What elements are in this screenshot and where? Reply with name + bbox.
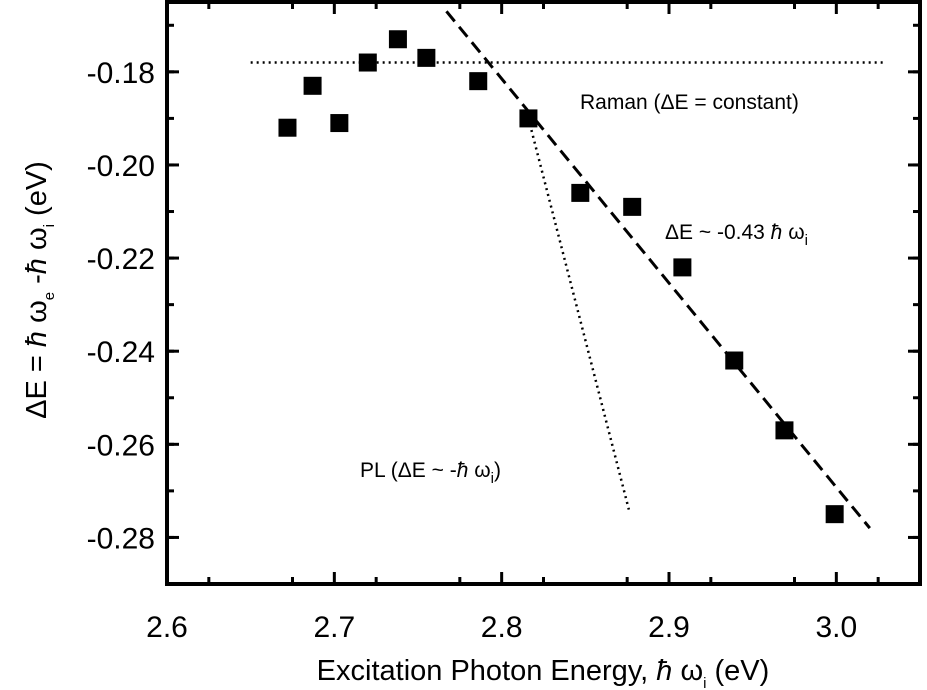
y-axis-title-subscript-2: i: [41, 224, 58, 227]
pl-annotation-hbar: ħ: [457, 459, 469, 482]
data-point: [571, 183, 590, 202]
y-axis-title-omega-1: ω: [21, 300, 53, 331]
x-axis-title-omega: ω: [672, 655, 703, 687]
y-tick-labels: -0.18 -0.20 -0.22 -0.24 -0.26 -0.28: [87, 57, 155, 556]
y-tick-label: -0.20: [87, 150, 155, 183]
data-point: [825, 505, 844, 524]
dotted-reference-line-3: [527, 118, 631, 510]
data-point: [469, 72, 488, 91]
pl-annotation: PL (ΔE ~ -ħ ωi): [360, 459, 501, 487]
y-axis-title-delta: ΔE =: [21, 347, 53, 419]
y-tick-label: -0.22: [87, 243, 155, 276]
y-tick-label: -0.28: [87, 522, 155, 555]
x-axis-title: Excitation Photon Energy, ħ ωi (eV): [317, 655, 770, 690]
pl-annotation-subscript: i: [491, 470, 494, 487]
y-axis-title-minus: -: [21, 274, 53, 292]
x-tick-labels: 2.6 2.7 2.8 2.9 3.0: [146, 611, 857, 644]
pl-annotation-prefix: PL (ΔE ~ -: [360, 459, 457, 482]
y-tick-label: -0.24: [87, 336, 155, 369]
data-points-layer: [278, 30, 844, 524]
data-point: [330, 114, 349, 133]
x-tick-label: 2.8: [481, 611, 523, 644]
y-axis-title-hbar-1: ħ: [21, 331, 53, 347]
y-tick-label: -0.26: [87, 429, 155, 462]
x-axis-title-subscript: i: [703, 675, 706, 690]
data-point: [278, 118, 297, 137]
x-tick-label: 2.9: [648, 611, 690, 644]
data-point: [725, 351, 744, 370]
pl-annotation-suffix: ): [494, 459, 501, 482]
x-tick-label: 2.7: [313, 611, 355, 644]
pl-annotation-omega: ω: [468, 459, 490, 482]
data-point: [417, 48, 436, 67]
data-point: [519, 109, 538, 128]
x-tick-label: 2.6: [146, 611, 188, 644]
slope-annotation-prefix: ΔE ~ -0.43: [665, 221, 771, 244]
slope-annotation: ΔE ~ -0.43 ħ ωi: [665, 221, 808, 249]
data-point: [358, 53, 377, 72]
y-tick-label: -0.18: [87, 57, 155, 90]
x-axis-title-unit: (eV): [706, 655, 769, 687]
slope-annotation-subscript: i: [805, 232, 808, 249]
ticks-layer: [165, 2, 920, 584]
data-point: [303, 76, 322, 95]
data-point: [623, 197, 642, 216]
x-tick-label: 3.0: [815, 611, 857, 644]
y-axis-title-hbar-2: ħ: [21, 258, 53, 274]
y-axis-title-unit: (eV): [21, 161, 53, 224]
plot-frame: [165, 0, 922, 586]
y-axis-title: ΔE = ħ ωe -ħ ωi (eV): [21, 161, 58, 419]
y-axis-title-subscript-1: e: [41, 292, 58, 300]
slope-annotation-hbar: ħ: [771, 221, 783, 244]
y-axis-title-omega-2: ω: [21, 227, 53, 258]
x-axis-title-hbar: ħ: [656, 655, 672, 687]
data-point: [388, 30, 407, 49]
x-axis-title-main: Excitation Photon Energy,: [317, 655, 657, 687]
slope-annotation-omega: ω: [782, 221, 804, 244]
dashed-reference-line-2: [445, 10, 871, 530]
data-point: [673, 258, 692, 277]
raman-annotation: Raman (ΔE = constant): [580, 91, 799, 114]
reference-lines-layer: [250, 10, 887, 530]
data-point: [775, 421, 794, 440]
